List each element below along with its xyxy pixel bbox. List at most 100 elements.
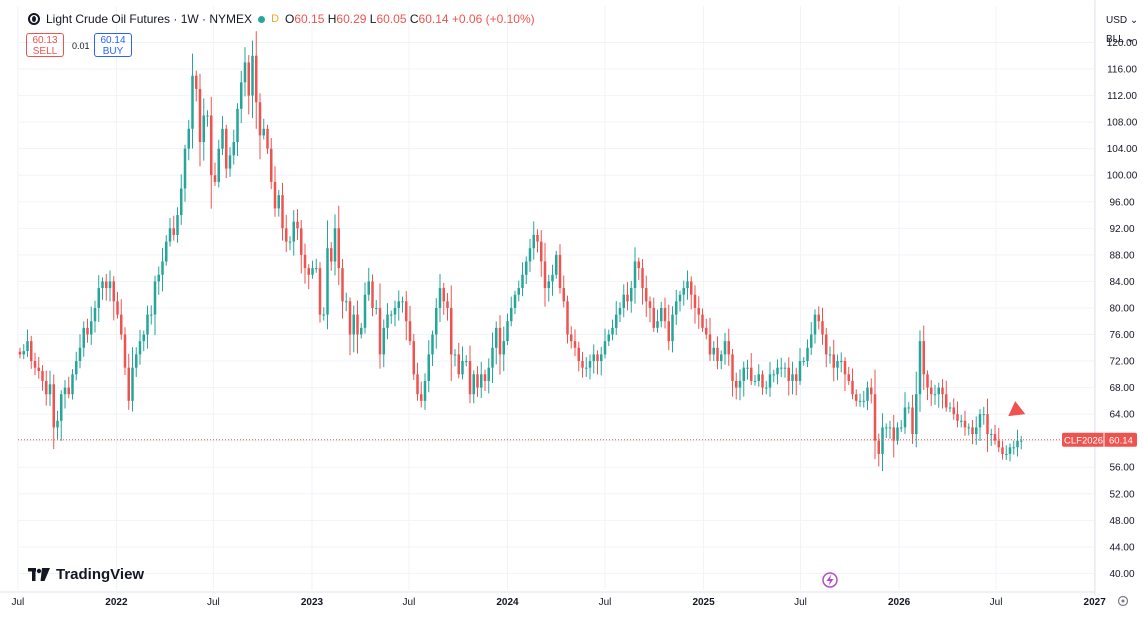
candle-body [131,367,134,401]
candle-body [513,294,517,308]
candle-body [217,148,220,182]
candle-body [596,354,599,362]
buy-button[interactable]: 60.14 BUY [94,33,132,57]
candle-body [753,380,757,382]
candle-body [382,327,385,355]
spread-value: 0.01 [72,41,90,51]
candle-body [1001,447,1004,454]
candle-body [562,288,565,302]
candle-body [832,354,835,368]
candle-body [341,268,344,302]
candle-body [195,75,198,89]
candle-body [701,314,704,328]
y-tick-label: 104.00 [1107,144,1138,155]
y-tick-label: 48.00 [1109,516,1134,527]
candle-body [705,327,708,335]
x-tick-label: 2023 [301,597,324,608]
y-tick-label: 76.00 [1109,330,1134,341]
candle-body [165,241,168,262]
candle-body [1012,447,1015,449]
symbol-logo-icon [28,13,40,25]
candle-body [825,334,828,355]
candle-body [435,307,438,335]
candle-body [543,261,547,289]
x-tick-label: Jul [403,597,416,608]
candle-body [971,427,974,435]
currency-select[interactable]: USD ⌄ [1106,15,1139,26]
candle-body [450,307,453,355]
candle-body [791,374,794,381]
y-tick-label: 64.00 [1109,410,1134,421]
candle-body [296,221,299,229]
candle-body [933,394,937,396]
candle-body [536,234,539,242]
candle-body [798,361,802,381]
candle-body [412,341,415,375]
candle-body [112,281,115,302]
candle-body [892,427,895,441]
x-tick-label: Jul [990,597,1003,608]
candle-body [960,420,963,422]
candle-body [277,195,280,209]
candle-body [393,307,397,315]
candle-body [630,288,633,302]
unit-select[interactable]: BLL ⌄ [1106,34,1135,45]
tradingview-logo[interactable]: TradingView [28,566,144,583]
candle-body [135,354,138,368]
candle-body [761,374,764,388]
buy-price: 60.14 [100,35,126,46]
lightning-icon[interactable] [822,572,838,588]
candle-body [371,281,374,308]
price-axis[interactable]: 40.0044.0048.0052.0056.0060.0064.0068.00… [1107,38,1138,580]
candle-body [731,354,734,381]
candle-body [506,321,509,342]
candle-body [881,427,884,454]
y-tick-label: 68.00 [1109,383,1134,394]
x-tick-label: 2027 [1084,597,1107,608]
candle-body [243,62,247,83]
sell-button[interactable]: 60.13 SELL [26,33,64,57]
candle-body [993,434,997,441]
candle-body [348,301,352,335]
candle-body [270,148,273,182]
candle-body [885,427,888,429]
candle-body [127,367,130,401]
candle-body [592,354,595,362]
candle-body [1005,453,1008,455]
candle-body [517,288,520,295]
candle-body [67,387,70,395]
candle-body [750,367,753,381]
candle-body [896,427,899,441]
candle-body [840,361,843,363]
candle-body [558,254,562,289]
candle-body [228,155,232,169]
candle-body [581,361,584,368]
candle-body [150,314,153,316]
candle-body [967,427,970,429]
candle-body [870,387,873,395]
candle-body [671,314,674,342]
candle-body [427,354,430,381]
candle-body [806,347,809,362]
market-status-icon[interactable] [258,15,266,23]
delayed-badge[interactable]: D [271,13,280,25]
candle-body [300,228,303,255]
candle-body [600,354,603,362]
candle-body [858,400,862,402]
candle-body [986,414,989,435]
candle-body [236,108,239,143]
candle-body [401,301,404,303]
candle-body [682,288,685,295]
settings-icon[interactable] [1117,595,1129,607]
symbol-title[interactable]: Light Crude Oil Futures · 1W · NYMEX [46,12,253,26]
candle-body [641,268,644,289]
time-axis[interactable]: Jul 2022 Jul 2023 Jul 2024 Jul 2025 Jul 2026 Jul 20… [11,597,1106,608]
candle-body [457,354,460,375]
candle-body [911,407,914,435]
candle-body [708,334,712,355]
x-tick-label: 2024 [496,597,519,608]
candle-body [663,307,667,322]
candle-body [161,261,164,275]
